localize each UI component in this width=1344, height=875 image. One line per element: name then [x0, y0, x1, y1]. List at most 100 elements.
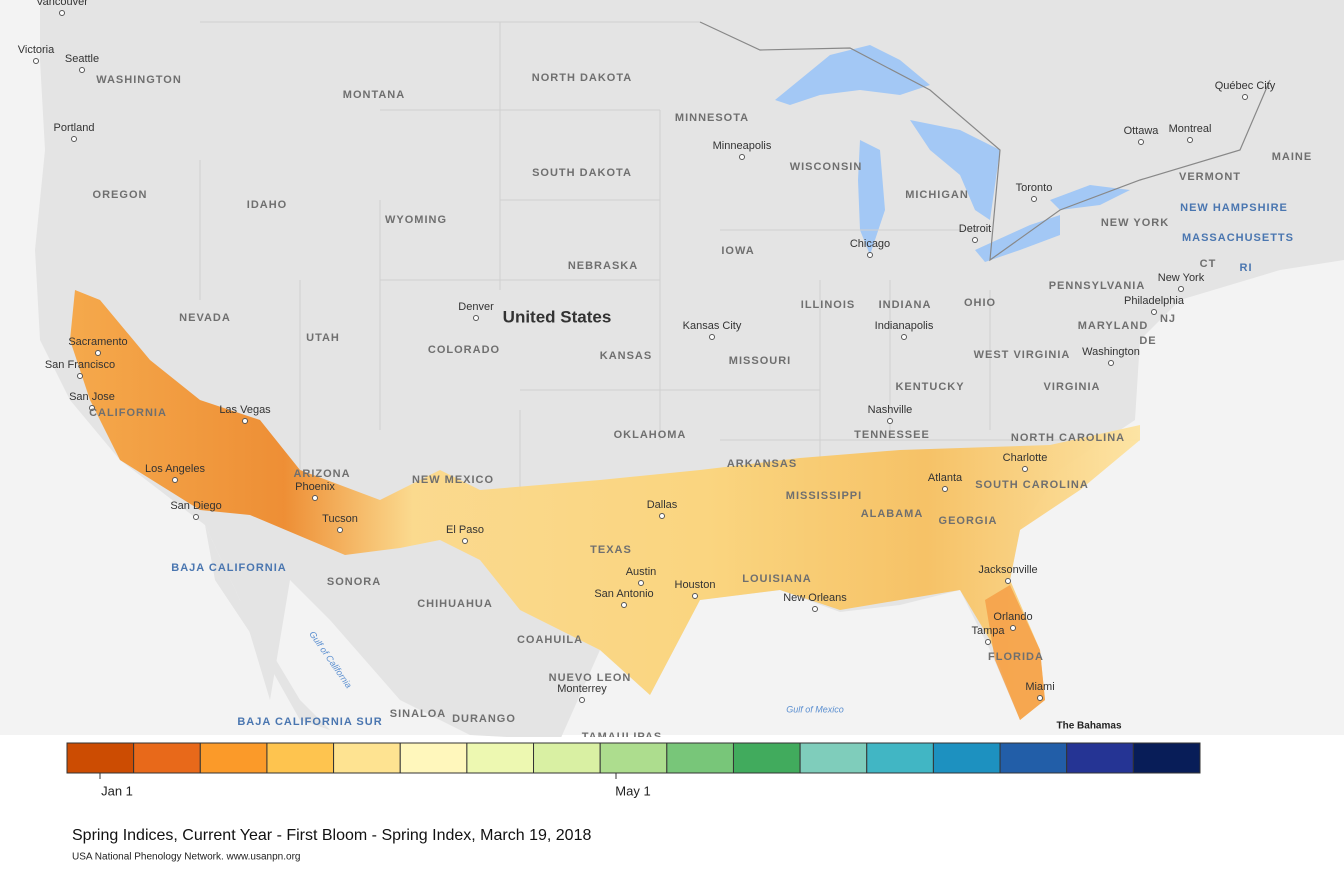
city-label: Dallas: [647, 499, 678, 511]
state-label: CALIFORNIA: [89, 407, 167, 419]
state-label: NUEVO LEON: [549, 672, 632, 684]
legend-swatch: [66, 742, 135, 774]
legend-swatch: [599, 742, 668, 774]
city-label: Denver: [458, 301, 494, 313]
state-label: INDIANA: [879, 299, 932, 311]
legend-swatch: [266, 742, 335, 774]
legend-swatch: [199, 742, 268, 774]
city-label: Las Vegas: [219, 404, 271, 416]
city-dot: [95, 350, 101, 356]
mex-label: NEW HAMPSHIRE: [1180, 202, 1288, 214]
legend-swatch: [866, 742, 934, 774]
city-label: Orlando: [993, 611, 1032, 623]
city-dot: [312, 495, 318, 501]
city-dot: [1151, 309, 1157, 315]
city-dot: [337, 527, 343, 533]
state-label: FLORIDA: [988, 651, 1044, 663]
mex-label: BAJA CALIFORNIA SUR: [237, 716, 382, 728]
state-label: WYOMING: [385, 214, 447, 226]
legend-swatch: [799, 742, 868, 774]
state-label: OKLAHOMA: [614, 429, 687, 441]
city-dot: [59, 10, 65, 16]
state-label: ALABAMA: [861, 508, 924, 520]
city-dot: [79, 67, 85, 73]
city-dot: [692, 593, 698, 599]
state-label: LOUISIANA: [742, 573, 812, 585]
country-label: United States: [503, 307, 612, 326]
legend-swatch: [333, 742, 401, 774]
state-label: DE: [1139, 335, 1156, 347]
mex-label: BAJA CALIFORNIA: [171, 562, 286, 574]
city-label: Detroit: [959, 223, 991, 235]
city-dot: [71, 136, 77, 142]
city-label: New York: [1158, 272, 1205, 284]
city-dot: [579, 697, 585, 703]
city-dot: [33, 58, 39, 64]
legend: Jan 1 May 1: [65, 737, 1208, 798]
state-label: MISSOURI: [729, 355, 791, 367]
map-labels: Vancouver Victoria Seattle WASHINGTON Portla…: [18, 0, 1312, 743]
legend-swatch: [466, 742, 535, 774]
state-label: NEW MEXICO: [412, 474, 494, 486]
city-label: Kansas City: [683, 320, 742, 332]
legend-swatch: [399, 742, 468, 774]
state-label: MAINE: [1272, 151, 1312, 163]
state-label: KANSAS: [600, 350, 652, 362]
city-label: Charlotte: [1003, 452, 1048, 464]
state-label: WISCONSIN: [790, 161, 863, 173]
city-label: El Paso: [446, 524, 484, 536]
city-label: Toronto: [1016, 182, 1053, 194]
mex-label: RI: [1240, 262, 1253, 274]
city-dot: [1037, 695, 1043, 701]
city-dot: [1010, 625, 1016, 631]
caption-source: USA National Phenology Network. www.usan…: [72, 852, 300, 863]
state-label: NORTH DAKOTA: [532, 72, 632, 84]
city-label: Chicago: [850, 238, 890, 250]
city-label: Sacramento: [68, 336, 127, 348]
city-label: San Diego: [170, 500, 221, 512]
city-dot: [193, 514, 199, 520]
water-label: Gulf of Mexico: [786, 704, 844, 714]
state-label: TEXAS: [590, 544, 632, 556]
state-label: MISSISSIPPI: [786, 490, 862, 502]
city-dot: [462, 538, 468, 544]
spring-index-overlay: [70, 290, 1140, 720]
state-label: COLORADO: [428, 344, 500, 356]
city-dot: [1178, 286, 1184, 292]
state-label: MARYLAND: [1078, 320, 1149, 332]
city-label: Tampa: [971, 625, 1005, 637]
country-border: [699, 21, 1271, 262]
mex-label: MASSACHUSETTS: [1182, 232, 1294, 244]
caption-title: Spring Indices, Current Year - First Blo…: [72, 827, 591, 844]
state-label: MINNESOTA: [675, 112, 749, 124]
city-label: Philadelphia: [1124, 295, 1185, 307]
city-label: Washington: [1082, 346, 1140, 358]
state-label: DURANGO: [452, 713, 516, 725]
state-label: NEW YORK: [1101, 217, 1169, 229]
state-label: NEVADA: [179, 312, 231, 324]
city-dot: [1138, 139, 1144, 145]
state-label: NJ: [1160, 313, 1176, 325]
state-borders: [199, 21, 1140, 500]
state-label: PENNSYLVANIA: [1049, 280, 1146, 292]
city-label: Indianapolis: [875, 320, 934, 332]
city-dot: [985, 639, 991, 645]
city-label: Portland: [54, 122, 95, 134]
city-label: San Antonio: [594, 588, 653, 600]
city-dot: [867, 252, 873, 258]
city-label: Nashville: [868, 404, 913, 416]
city-dot: [473, 315, 479, 321]
state-label: SINALOA: [390, 708, 447, 720]
state-label: OREGON: [93, 189, 148, 201]
city-dot: [709, 334, 715, 340]
state-label: NORTH CAROLINA: [1011, 432, 1125, 444]
state-label: OHIO: [964, 297, 996, 309]
state-label: TENNESSEE: [854, 429, 930, 441]
city-dot: [901, 334, 907, 340]
city-label: Atlanta: [928, 472, 963, 484]
state-label: IOWA: [721, 245, 754, 257]
city-label: New Orleans: [783, 592, 847, 604]
city-dot: [1005, 578, 1011, 584]
state-label: ARKANSAS: [727, 458, 797, 470]
